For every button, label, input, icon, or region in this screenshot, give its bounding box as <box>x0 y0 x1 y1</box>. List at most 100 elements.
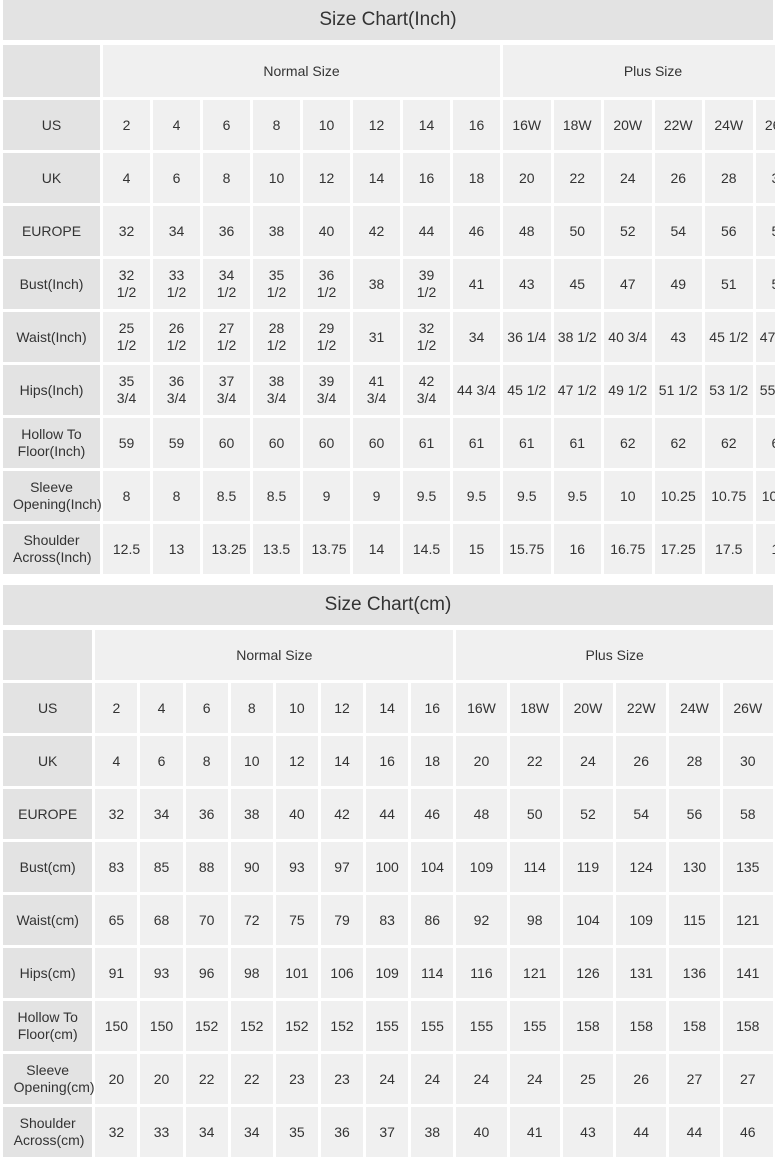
size-cell: 83 <box>366 895 409 945</box>
size-cell: 36 1/2 <box>303 259 350 309</box>
size-cell: 38 1/2 <box>553 312 601 362</box>
size-value: 26 1/2 <box>166 320 187 353</box>
size-value: 90 <box>243 858 260 875</box>
size-cell: 59 <box>103 418 150 468</box>
size-value: 20 <box>518 169 535 186</box>
row-label: Hollow To Floor(cm) <box>3 1001 93 1051</box>
size-value: 61 <box>468 434 485 451</box>
size-value: 49 <box>670 275 687 292</box>
size-value: 14 <box>379 699 395 716</box>
size-value: 44 <box>686 1123 703 1140</box>
size-cell: 56 <box>669 789 720 839</box>
size-cell: 43 <box>654 312 702 362</box>
size-value: 42 <box>368 222 385 239</box>
size-value: 8.5 <box>216 487 237 504</box>
row-label: Hollow To Floor(Inch) <box>3 418 100 468</box>
size-value: 14 <box>334 752 350 769</box>
size-value: 61 <box>518 434 535 451</box>
size-value: 88 <box>198 858 215 875</box>
size-value: 45 <box>569 275 586 292</box>
size-value: 60 <box>318 434 335 451</box>
size-cell: 33 <box>140 1107 183 1157</box>
size-cell: 24W <box>705 100 753 150</box>
size-value: 44 <box>418 222 435 239</box>
size-value: 49 1/2 <box>608 381 648 398</box>
size-value: 93 <box>153 964 170 981</box>
size-cell: 32 1/2 <box>403 312 450 362</box>
size-value: 41 3/4 <box>366 373 387 406</box>
size-cell: 27 1/2 <box>203 312 250 362</box>
size-value: 114 <box>523 858 546 875</box>
size-cell: 155 <box>366 1001 409 1051</box>
size-value: 23 <box>334 1070 350 1087</box>
size-value: 54 <box>633 805 649 822</box>
size-cell: 20 <box>140 1054 183 1104</box>
size-value: 44 <box>633 1123 649 1140</box>
size-value: 43 <box>670 328 687 345</box>
size-cell: 8 <box>253 100 300 150</box>
size-value: 12 <box>334 699 350 716</box>
size-cell: 155 <box>456 1001 507 1051</box>
size-value: 36 3/4 <box>166 373 187 406</box>
size-value: 130 <box>682 858 707 875</box>
size-cell: 20 <box>456 736 507 786</box>
size-cell: 4 <box>95 736 138 786</box>
size-value: 18 <box>771 541 775 557</box>
size-cell: 14 <box>403 100 450 150</box>
table-row: Bust(cm) 83 85 88 90 93 97 100 104 109 114 119 124 13… <box>3 842 773 892</box>
size-cell: 8 <box>153 471 200 521</box>
size-cell: 121 <box>722 895 773 945</box>
size-value: 20 <box>153 1070 170 1087</box>
size-value: 30 <box>740 752 756 769</box>
size-cell: 10 <box>275 683 318 733</box>
size-cell: 42 3/4 <box>403 365 450 415</box>
size-value: 24W <box>714 116 744 133</box>
size-cell: 8 <box>230 683 273 733</box>
size-cell: 79 <box>320 895 364 945</box>
size-value: 43 <box>580 1123 596 1140</box>
size-value: 100 <box>375 858 399 875</box>
size-value: 20W <box>613 116 643 133</box>
size-cell: 4 <box>103 153 150 203</box>
table-row: Waist(Inch) 25 1/2 26 1/2 27 1/2 28 1/2 29 1/… <box>3 312 775 362</box>
size-value: 83 <box>379 911 395 928</box>
size-cell: 104 <box>562 895 614 945</box>
row-label: Bust(Inch) <box>3 259 100 309</box>
size-value: 14 <box>368 169 385 186</box>
size-cell: 41 3/4 <box>353 365 400 415</box>
size-value: 61 <box>569 434 586 451</box>
size-cell: 26W <box>755 100 775 150</box>
size-value: 28 <box>686 752 703 769</box>
size-cell: 20 <box>503 153 551 203</box>
size-cell: 56 <box>705 206 753 256</box>
size-cell: 14.5 <box>403 524 450 574</box>
row-label: EUROPE <box>3 789 93 839</box>
size-value: 121 <box>523 964 547 981</box>
size-cell: 70 <box>185 895 228 945</box>
size-value: 4 <box>122 169 131 186</box>
size-table: Normal Size Plus Size US 2 4 6 8 10 12 14 16 16W 18W… <box>0 42 775 577</box>
size-cell: 158 <box>669 1001 720 1051</box>
size-value: 38 <box>424 1123 441 1140</box>
size-cell: 36 <box>203 206 250 256</box>
size-cell: 22 <box>185 1054 228 1104</box>
size-cell: 12 <box>303 153 350 203</box>
size-cell: 119 <box>562 842 614 892</box>
size-value: 62 <box>771 435 775 451</box>
corner-cell <box>3 630 93 680</box>
size-cell: 48 <box>503 206 551 256</box>
size-cell: 38 <box>353 259 400 309</box>
row-label-text: Hollow To Floor(cm) <box>17 1009 78 1042</box>
size-cell: 22W <box>616 683 667 733</box>
row-label-text: Sleeve Opening(Inch) <box>13 479 102 512</box>
size-table: Normal Size Plus Size US 2 4 6 8 10 12 14 16 16W 18W… <box>0 627 775 1160</box>
size-cell: 31 <box>353 312 400 362</box>
size-value: 4 <box>172 116 181 133</box>
size-cell: 38 3/4 <box>253 365 300 415</box>
size-cell: 6 <box>153 153 200 203</box>
size-value: 158 <box>629 1017 653 1034</box>
size-value: 16.75 <box>610 540 646 557</box>
size-cell: 13.25 <box>203 524 250 574</box>
size-cell: 15 <box>453 524 500 574</box>
size-value: 116 <box>470 964 493 981</box>
